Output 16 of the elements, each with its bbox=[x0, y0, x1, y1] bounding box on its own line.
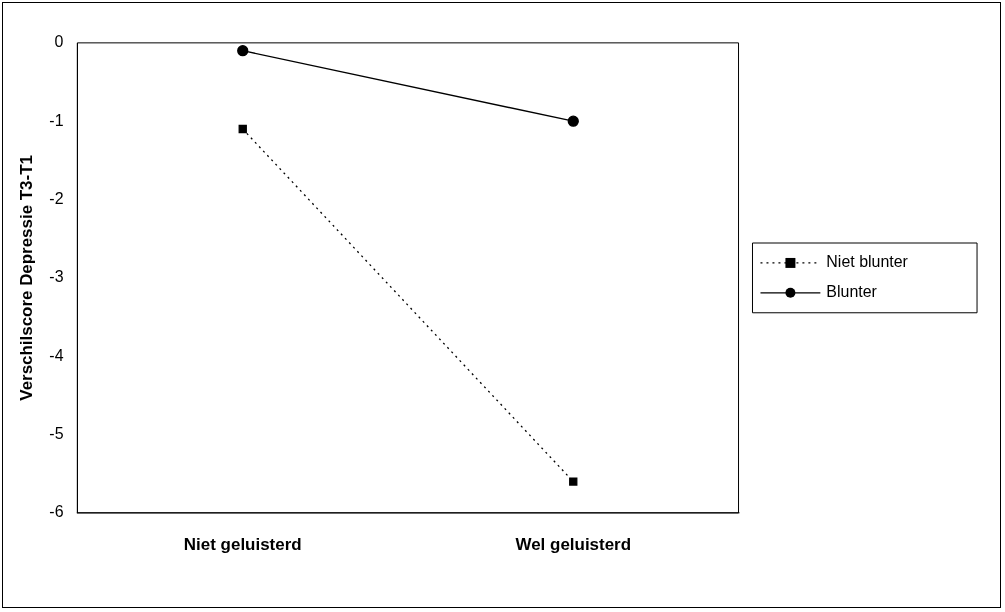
point bbox=[238, 124, 247, 134]
y-tick-label: -6 bbox=[49, 503, 64, 521]
point bbox=[237, 45, 249, 57]
point bbox=[569, 477, 578, 486]
y-tick-label: -3 bbox=[49, 268, 64, 286]
point bbox=[567, 115, 579, 127]
x-tick-label: Wel geluisterd bbox=[515, 534, 632, 554]
x-tick-label: Niet geluisterd bbox=[183, 534, 302, 554]
y-tick-label: -2 bbox=[49, 189, 64, 207]
legend-label: Niet blunter bbox=[826, 253, 909, 271]
y-tick-label: -4 bbox=[49, 346, 64, 364]
y-tick-label: -1 bbox=[49, 111, 64, 129]
y-tick-label: 0 bbox=[54, 33, 64, 51]
y-axis-title: Verschilscore Depressie T3-T1 bbox=[16, 155, 36, 401]
y-tick-label: -5 bbox=[49, 424, 64, 442]
legend-label: Blunter bbox=[826, 283, 878, 301]
